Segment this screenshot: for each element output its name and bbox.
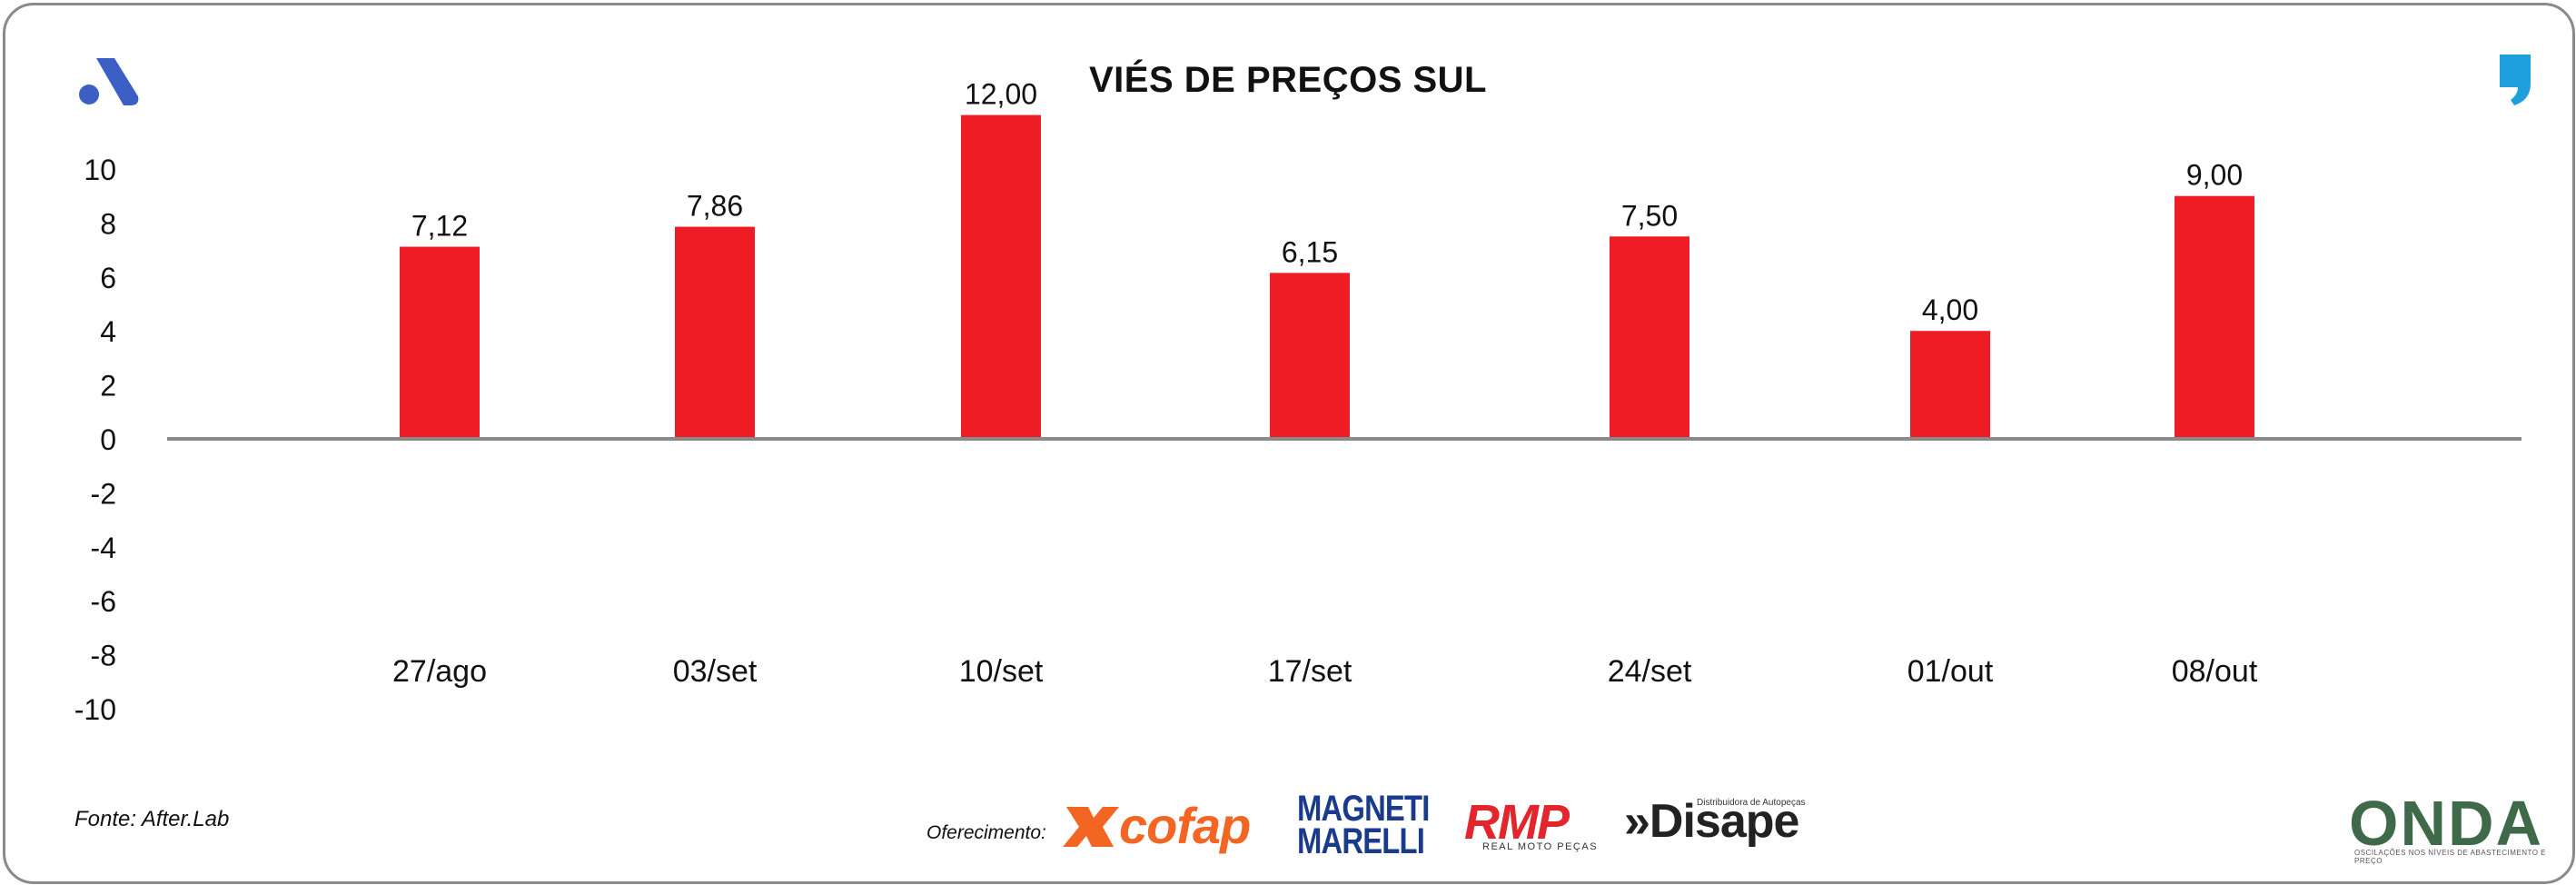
y-tick-label: -4	[91, 532, 116, 564]
x-tick-label: 27/ago	[392, 654, 487, 689]
y-tick-label: 10	[84, 154, 116, 186]
x-tick-label: 10/set	[959, 654, 1044, 689]
data-label: 4,00	[1922, 293, 1978, 326]
data-label: 7,12	[411, 210, 468, 243]
y-tick-label: -8	[91, 640, 116, 672]
x-tick-label: 01/out	[1907, 654, 1994, 689]
a-letter-logo-icon	[79, 58, 139, 105]
bar	[2175, 195, 2254, 439]
cofap-mark-icon	[1063, 807, 1119, 847]
bar	[1910, 331, 1990, 439]
y-tick-label: 0	[100, 423, 116, 456]
y-tick-label: 4	[100, 315, 116, 348]
double-chevron-icon: »	[1624, 795, 1650, 848]
y-tick-label: 8	[100, 207, 116, 240]
bar	[1610, 236, 1689, 439]
data-label: 12,00	[965, 78, 1037, 111]
disape-logo: »Disape	[1624, 795, 1799, 848]
data-label: 7,50	[1621, 199, 1678, 232]
chart-title: VIÉS DE PREÇOS SUL	[1089, 60, 1487, 100]
x-tick-label: 24/set	[1608, 654, 1692, 689]
bar	[675, 226, 755, 439]
sponsor-label: Oferecimento:	[926, 822, 1046, 843]
y-tick-label: -6	[91, 585, 116, 618]
onda-subtitle: OSCILAÇÕES NOS NÍVEIS DE ABASTECIMENTO E…	[2354, 849, 2547, 865]
magneti-marelli-logo: MAGNETI MARELLI	[1297, 789, 1430, 861]
data-label: 9,00	[2186, 159, 2243, 192]
source-text: Fonte: After.Lab	[74, 807, 230, 831]
y-tick-label: -10	[74, 693, 116, 726]
x-tick-label: 03/set	[673, 654, 758, 689]
disape-subtitle: Distribuidora de Autopeças	[1697, 798, 1806, 808]
chart-frame	[3, 3, 2575, 884]
rmp-subtitle: REAL MOTO PEÇAS	[1482, 841, 1599, 852]
bar	[961, 114, 1041, 439]
x-tick-label: 17/set	[1268, 654, 1352, 689]
rmp-logo: RMP	[1464, 795, 1570, 850]
cofap-logo: cofap	[1119, 797, 1251, 854]
bar	[1270, 273, 1350, 439]
x-tick-label: 08/out	[2172, 654, 2258, 689]
data-label: 6,15	[1282, 235, 1338, 268]
y-tick-label: 6	[100, 262, 116, 294]
bar	[400, 246, 480, 439]
y-tick-label: 2	[100, 370, 116, 403]
y-tick-label: -2	[91, 477, 116, 510]
onda-logo: ONDA	[2349, 788, 2544, 859]
data-label: 7,86	[687, 190, 743, 223]
comma-logo-icon	[2500, 55, 2531, 105]
